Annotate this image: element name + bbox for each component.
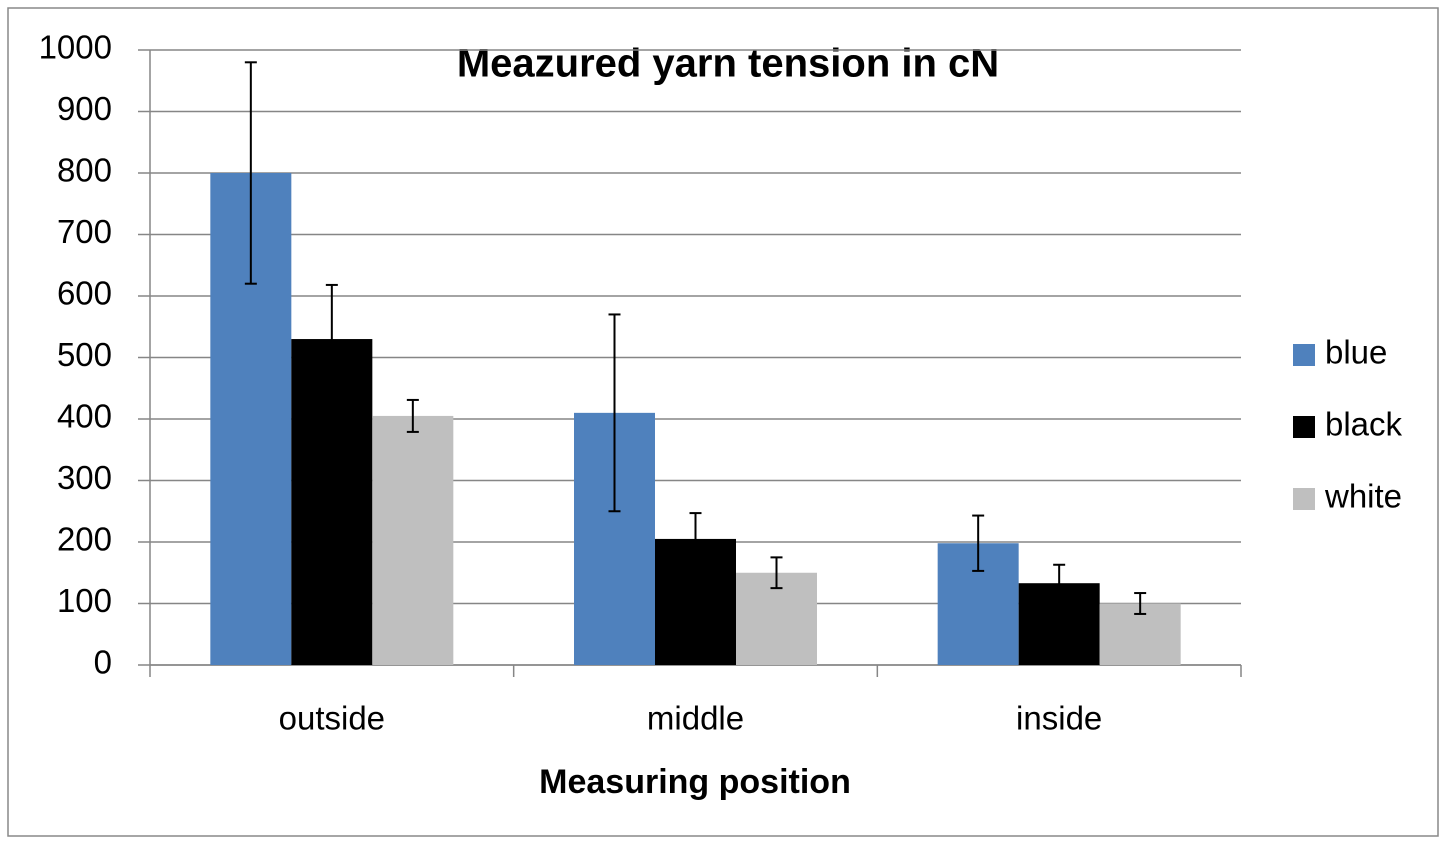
error-bar <box>1134 592 1147 615</box>
error-bar <box>770 556 783 590</box>
y-tick-label: 300 <box>57 459 112 496</box>
error-bar <box>608 313 621 513</box>
y-tick-label: 600 <box>57 275 112 312</box>
y-tick-label: 500 <box>57 336 112 373</box>
error-bar <box>325 283 338 395</box>
y-tick-label: 100 <box>57 582 112 619</box>
y-tick-label: 800 <box>57 152 112 189</box>
error-bar <box>406 398 419 433</box>
legend-swatch <box>1293 416 1315 438</box>
legend-label: white <box>1324 478 1402 515</box>
legend-label: black <box>1325 406 1403 443</box>
legend-label: blue <box>1325 334 1387 371</box>
y-tick-label: 400 <box>57 398 112 435</box>
y-tick-label: 200 <box>57 521 112 558</box>
bar <box>372 415 454 665</box>
x-tick-label: middle <box>647 700 744 737</box>
y-tick-label: 1000 <box>39 29 112 66</box>
x-axis-title: Measuring position <box>539 763 851 801</box>
x-tick-label: outside <box>279 700 385 737</box>
legend-swatch <box>1293 488 1315 510</box>
chart-title: Meazured yarn tension in cN <box>457 42 999 86</box>
y-tick-label: 700 <box>57 213 112 250</box>
error-bar <box>244 61 257 285</box>
error-bar <box>972 514 985 572</box>
legend-swatch <box>1293 344 1315 366</box>
y-tick-label: 0 <box>94 644 112 681</box>
x-tick-label: inside <box>1016 700 1102 737</box>
y-tick-label: 900 <box>57 90 112 127</box>
error-bar <box>1053 563 1066 603</box>
error-bar <box>689 512 702 566</box>
